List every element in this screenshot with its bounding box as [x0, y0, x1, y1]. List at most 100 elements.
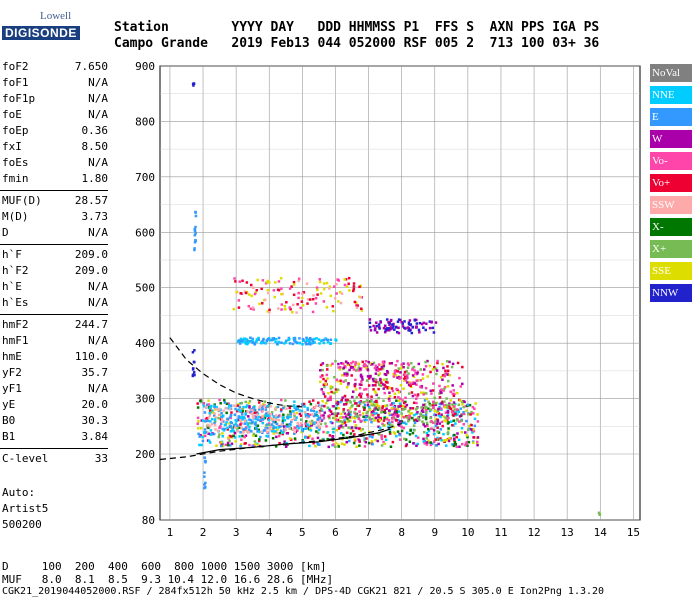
echo-point — [250, 294, 253, 298]
echo-point — [406, 366, 410, 369]
echo-point — [196, 402, 199, 405]
echo-point — [265, 430, 269, 434]
echo-point — [339, 416, 342, 420]
echo-point — [199, 399, 202, 403]
echo-point — [257, 336, 260, 340]
echo-point — [368, 318, 372, 321]
echo-point — [268, 339, 272, 342]
echo-point — [268, 423, 271, 427]
echo-point — [471, 412, 475, 415]
echo-point — [452, 414, 455, 417]
echo-point — [241, 418, 244, 421]
echo-point — [393, 410, 397, 414]
param-value: 20.0 — [81, 398, 109, 411]
echo-point — [340, 424, 343, 428]
echo-point — [370, 403, 373, 407]
echo-point — [424, 386, 428, 390]
echo-point — [289, 412, 293, 415]
echo-point — [295, 416, 298, 419]
echo-point — [358, 438, 361, 442]
echo-point — [369, 329, 373, 332]
echo-point — [449, 399, 452, 402]
echo-point — [412, 442, 415, 445]
echo-point — [444, 419, 448, 423]
echo-point — [388, 362, 392, 365]
echo-point — [293, 414, 296, 417]
echo-point — [252, 286, 255, 289]
echo-point — [268, 427, 271, 430]
echo-point — [407, 372, 410, 375]
echo-point — [458, 415, 462, 418]
echo-point — [417, 328, 421, 332]
echo-point — [379, 384, 383, 387]
echo-point — [337, 425, 341, 428]
echo-point — [298, 337, 301, 340]
echo-point — [454, 422, 457, 425]
echo-point — [379, 378, 382, 382]
echo-point — [293, 437, 297, 440]
echo-point — [466, 435, 469, 439]
echo-point — [277, 426, 280, 429]
echo-point — [459, 399, 462, 402]
echo-point — [234, 422, 238, 426]
echo-point — [360, 392, 363, 396]
echo-point — [442, 415, 446, 418]
echo-point — [193, 240, 197, 244]
echo-point — [292, 293, 296, 297]
echo-point — [245, 404, 249, 407]
echo-point — [243, 422, 246, 425]
echo-point — [353, 416, 357, 420]
echo-point — [348, 289, 351, 292]
echo-point — [313, 337, 316, 341]
echo-point — [306, 406, 309, 410]
echo-point — [318, 411, 321, 414]
echo-point — [272, 426, 276, 429]
echo-point — [394, 374, 397, 377]
echo-point — [476, 413, 479, 416]
echo-point — [415, 397, 418, 401]
echo-point — [344, 402, 348, 406]
echo-point — [207, 439, 211, 443]
echo-point — [237, 402, 240, 406]
echo-point — [398, 397, 402, 400]
echo-point — [460, 430, 464, 434]
echo-point — [343, 372, 346, 375]
echo-point — [437, 412, 441, 415]
echo-point — [432, 405, 435, 409]
echo-point — [335, 390, 338, 394]
echo-point — [347, 419, 351, 423]
echo-point — [415, 322, 419, 325]
echo-point — [312, 409, 316, 413]
echo-point — [316, 436, 320, 440]
echo-point — [229, 444, 232, 447]
echo-point — [274, 337, 278, 341]
echo-point — [208, 414, 212, 417]
echo-point — [244, 291, 248, 295]
echo-point — [374, 438, 377, 442]
echo-point — [385, 407, 388, 411]
echo-point — [361, 412, 365, 415]
x-tick-label: 5 — [299, 526, 306, 539]
echo-point — [249, 339, 252, 343]
echo-point — [338, 290, 342, 294]
echo-point — [304, 412, 307, 416]
echo-point — [268, 414, 271, 418]
echo-point — [318, 421, 321, 424]
echo-point — [241, 434, 244, 438]
x-tick-label: 1 — [167, 526, 174, 539]
echo-point — [276, 415, 280, 419]
echo-point — [222, 409, 225, 413]
echo-point — [311, 437, 314, 441]
echo-point — [268, 281, 271, 284]
param-value: N/A — [88, 92, 108, 105]
echo-point — [457, 438, 461, 442]
legend-item-e: E — [650, 108, 692, 126]
echo-point — [304, 427, 307, 431]
echo-point — [405, 431, 409, 435]
echo-point — [374, 384, 377, 387]
echo-point — [267, 435, 270, 438]
param-separator — [0, 448, 108, 449]
param-row: foEs N/A — [2, 156, 108, 174]
echo-point — [399, 371, 402, 374]
echo-point — [379, 321, 383, 324]
